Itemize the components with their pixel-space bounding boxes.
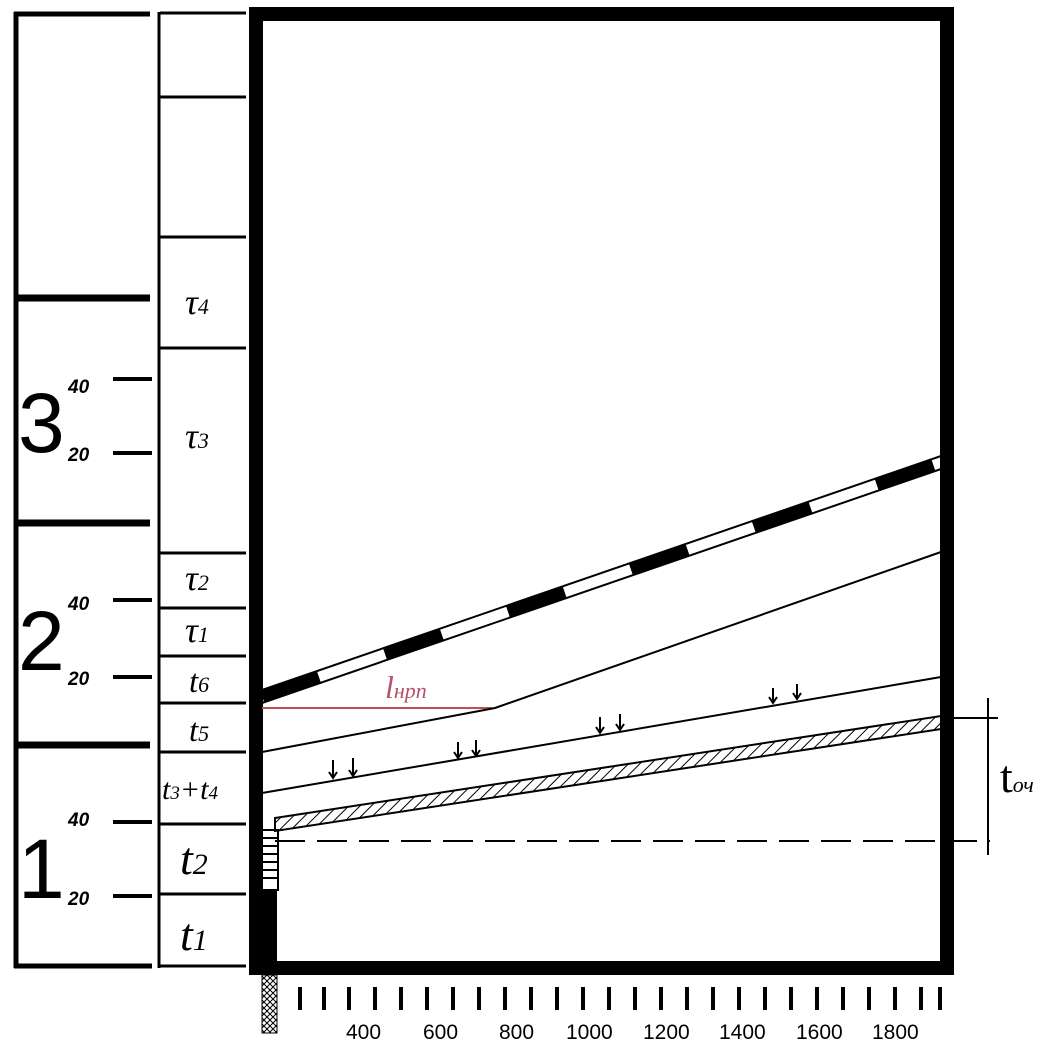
- arrow-line: [261, 676, 942, 794]
- label-t5: t5: [189, 713, 209, 749]
- nrp-line: lнрп: [261, 551, 942, 753]
- top-dashed-double-line: [260, 455, 943, 704]
- x-tick-label: 600: [423, 1021, 458, 1043]
- x-tick-label: 1800: [872, 1021, 919, 1043]
- x-tick-label: 800: [499, 1021, 534, 1043]
- period-1: 1 40 20: [18, 810, 152, 916]
- period-tick-label: 20: [67, 669, 90, 690]
- time-column: [157, 11, 246, 968]
- label-l-nrp: lнрп: [385, 669, 427, 705]
- period-number: 2: [18, 594, 65, 688]
- label-tau2: τ2: [185, 558, 209, 598]
- x-tick-label: 1000: [566, 1021, 613, 1043]
- label-t1: t1: [180, 909, 208, 960]
- period-2: 2 40 20: [18, 594, 152, 690]
- down-arrow-icon: [595, 714, 625, 735]
- label-t2: t2: [180, 833, 208, 884]
- t-och-dimension: tоч: [941, 698, 1034, 855]
- period-tick-label: 40: [67, 594, 90, 615]
- vertical-scale-hatch: [263, 837, 277, 879]
- label-t6: t6: [189, 664, 209, 700]
- period-3: 3 40 20: [18, 376, 152, 470]
- label-t-och: tоч: [1000, 751, 1034, 802]
- main-frame: [249, 7, 954, 1034]
- period-number: 1: [18, 822, 65, 916]
- label-tau1: τ1: [185, 610, 209, 650]
- period-tick-label: 20: [67, 445, 90, 466]
- period-tick-label: 40: [67, 377, 90, 398]
- x-tick-label: 400: [346, 1021, 381, 1043]
- label-tau4: τ4: [185, 282, 209, 322]
- period-number: 3: [18, 376, 65, 470]
- hatched-band: [274, 714, 942, 833]
- label-tau3: τ3: [185, 416, 209, 456]
- crosshatch-block: [261, 974, 278, 1034]
- x-tick-label: 1200: [643, 1021, 690, 1043]
- label-t3-t4: t3+t4: [162, 773, 218, 806]
- down-arrow-icon: [328, 758, 358, 780]
- period-column: [13, 11, 152, 969]
- down-arrow-icon: [453, 740, 481, 760]
- x-axis: 400 600 800 1000 1200 1400 1600 1800: [298, 987, 942, 1043]
- x-tick-label: 1400: [719, 1021, 766, 1043]
- down-arrow-icon: [768, 684, 802, 705]
- x-tick-label: 1600: [796, 1021, 843, 1043]
- period-tick-label: 40: [67, 810, 90, 831]
- period-tick-label: 20: [67, 889, 90, 910]
